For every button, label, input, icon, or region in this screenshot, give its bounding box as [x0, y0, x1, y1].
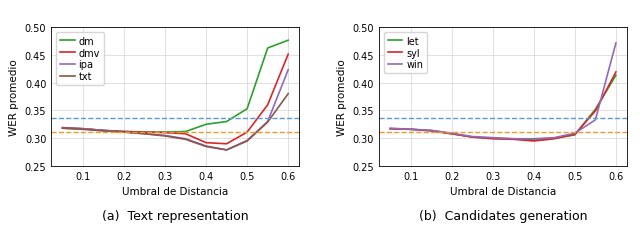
- dmv: [264, 104, 271, 107]
- let: [428, 129, 435, 132]
- ipa: [223, 149, 230, 152]
- syl: [428, 130, 435, 133]
- syl: [407, 128, 415, 131]
- txt: [223, 149, 230, 152]
- Text: (b)  Candidates generation: (b) Candidates generation: [419, 209, 588, 222]
- dm: [243, 108, 251, 111]
- ipa: [120, 131, 128, 134]
- dmv: [100, 129, 108, 132]
- win: [571, 132, 579, 135]
- txt: [120, 131, 128, 134]
- txt: [79, 128, 87, 131]
- dm: [59, 127, 67, 130]
- dmv: [141, 131, 148, 134]
- dm: [284, 40, 292, 43]
- Line: dm: dm: [63, 41, 288, 133]
- let: [571, 134, 579, 137]
- syl: [550, 138, 558, 140]
- txt: [243, 140, 251, 143]
- win: [428, 129, 435, 132]
- dmv: [223, 143, 230, 146]
- win: [591, 119, 599, 122]
- Legend: dm, dmv, ipa, txt: dm, dmv, ipa, txt: [56, 33, 104, 86]
- syl: [612, 71, 620, 74]
- dm: [223, 121, 230, 123]
- Line: syl: syl: [390, 73, 616, 141]
- win: [530, 138, 538, 140]
- Line: win: win: [390, 44, 616, 139]
- dm: [202, 123, 210, 126]
- let: [530, 138, 538, 141]
- txt: [59, 127, 67, 130]
- ipa: [161, 134, 169, 137]
- txt: [202, 146, 210, 148]
- syl: [591, 110, 599, 113]
- syl: [448, 133, 456, 136]
- Text: (a)  Text representation: (a) Text representation: [102, 209, 249, 222]
- dmv: [120, 131, 128, 133]
- txt: [182, 138, 189, 141]
- ipa: [59, 127, 67, 130]
- syl: [530, 140, 538, 143]
- Y-axis label: WER promedio: WER promedio: [337, 59, 347, 135]
- txt: [284, 93, 292, 96]
- ipa: [243, 140, 251, 142]
- win: [489, 137, 497, 140]
- win: [407, 128, 415, 131]
- Y-axis label: WER promedio: WER promedio: [9, 59, 19, 135]
- Line: let: let: [390, 76, 616, 140]
- let: [468, 136, 476, 139]
- syl: [509, 138, 517, 141]
- ipa: [141, 133, 148, 136]
- X-axis label: Umbral de Distancia: Umbral de Distancia: [450, 187, 556, 197]
- let: [509, 138, 517, 140]
- dm: [100, 129, 108, 132]
- dm: [182, 131, 189, 133]
- dmv: [284, 54, 292, 56]
- dmv: [79, 128, 87, 131]
- txt: [264, 121, 271, 124]
- txt: [141, 133, 148, 136]
- dm: [79, 128, 87, 131]
- let: [489, 137, 497, 140]
- Line: dmv: dmv: [63, 55, 288, 144]
- win: [387, 127, 394, 130]
- let: [591, 108, 599, 111]
- let: [612, 75, 620, 77]
- win: [509, 138, 517, 140]
- let: [550, 137, 558, 140]
- X-axis label: Umbral de Distancia: Umbral de Distancia: [122, 187, 228, 197]
- Line: txt: txt: [63, 94, 288, 150]
- dm: [120, 131, 128, 133]
- dmv: [243, 131, 251, 134]
- let: [407, 128, 415, 131]
- ipa: [202, 145, 210, 148]
- dmv: [59, 127, 67, 129]
- syl: [468, 136, 476, 139]
- dmv: [161, 132, 169, 134]
- dmv: [182, 133, 189, 136]
- dm: [161, 131, 169, 134]
- win: [468, 136, 476, 138]
- ipa: [100, 129, 108, 132]
- ipa: [79, 128, 87, 131]
- win: [448, 132, 456, 135]
- ipa: [182, 138, 189, 140]
- Line: ipa: ipa: [63, 70, 288, 150]
- win: [550, 137, 558, 140]
- dmv: [202, 142, 210, 144]
- syl: [571, 133, 579, 136]
- dm: [264, 47, 271, 50]
- ipa: [264, 121, 271, 123]
- win: [612, 43, 620, 45]
- syl: [489, 138, 497, 140]
- let: [387, 128, 394, 131]
- Legend: let, syl, win: let, syl, win: [384, 33, 427, 74]
- syl: [387, 128, 394, 131]
- txt: [100, 130, 108, 133]
- let: [448, 133, 456, 136]
- dm: [141, 131, 148, 134]
- txt: [161, 135, 169, 138]
- ipa: [284, 69, 292, 72]
